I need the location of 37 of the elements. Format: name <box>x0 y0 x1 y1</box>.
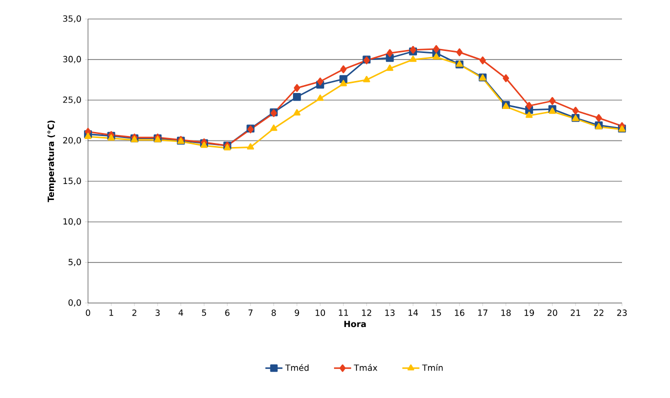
x-tick-label: 9 <box>294 310 300 316</box>
x-tick-label: 4 <box>178 310 184 316</box>
y-tick-label: 5,0 <box>68 258 81 266</box>
x-tick-label: 13 <box>385 310 395 316</box>
x-tick-label: 18 <box>501 310 511 316</box>
x-tick-label: 16 <box>455 310 464 316</box>
x-tick-label: 5 <box>202 310 206 316</box>
x-tick-label: 0 <box>86 310 90 316</box>
legend-label: Tmín <box>422 364 443 371</box>
x-tick-label: 15 <box>432 310 441 316</box>
x-tick-label: 7 <box>248 310 253 316</box>
x-axis-title: Hora <box>344 320 366 328</box>
x-tick-label: 23 <box>617 310 627 316</box>
x-tick-label: 1 <box>109 310 114 316</box>
y-tick-label: 20,0 <box>63 137 81 144</box>
x-tick-label: 22 <box>594 310 604 316</box>
legend-label: Tméd <box>285 364 309 371</box>
x-tick-label: 21 <box>570 310 580 316</box>
y-tick-label: 0,0 <box>68 299 81 307</box>
x-tick-label: 11 <box>338 310 348 316</box>
y-axis-title: Temperatura (°C) <box>47 120 56 202</box>
x-tick-label: 17 <box>478 310 488 316</box>
y-tick-label: 25,0 <box>63 96 81 104</box>
y-tick-label: 30,0 <box>63 56 81 64</box>
x-tick-label: 3 <box>156 310 160 316</box>
x-tick-label: 10 <box>316 310 326 316</box>
x-tick-label: 6 <box>225 310 230 316</box>
x-tick-label: 8 <box>272 310 276 316</box>
y-tick-label: 15,0 <box>63 178 81 185</box>
legend-label: Tmáx <box>354 364 378 371</box>
x-tick-label: 14 <box>408 310 418 316</box>
x-tick-label: 20 <box>548 310 558 316</box>
x-tick-label: 19 <box>524 310 534 316</box>
y-tick-label: 10,0 <box>63 218 81 226</box>
y-tick-label: 35,0 <box>63 15 81 23</box>
x-tick-label: 2 <box>132 310 136 316</box>
x-tick-label: 12 <box>362 310 372 316</box>
